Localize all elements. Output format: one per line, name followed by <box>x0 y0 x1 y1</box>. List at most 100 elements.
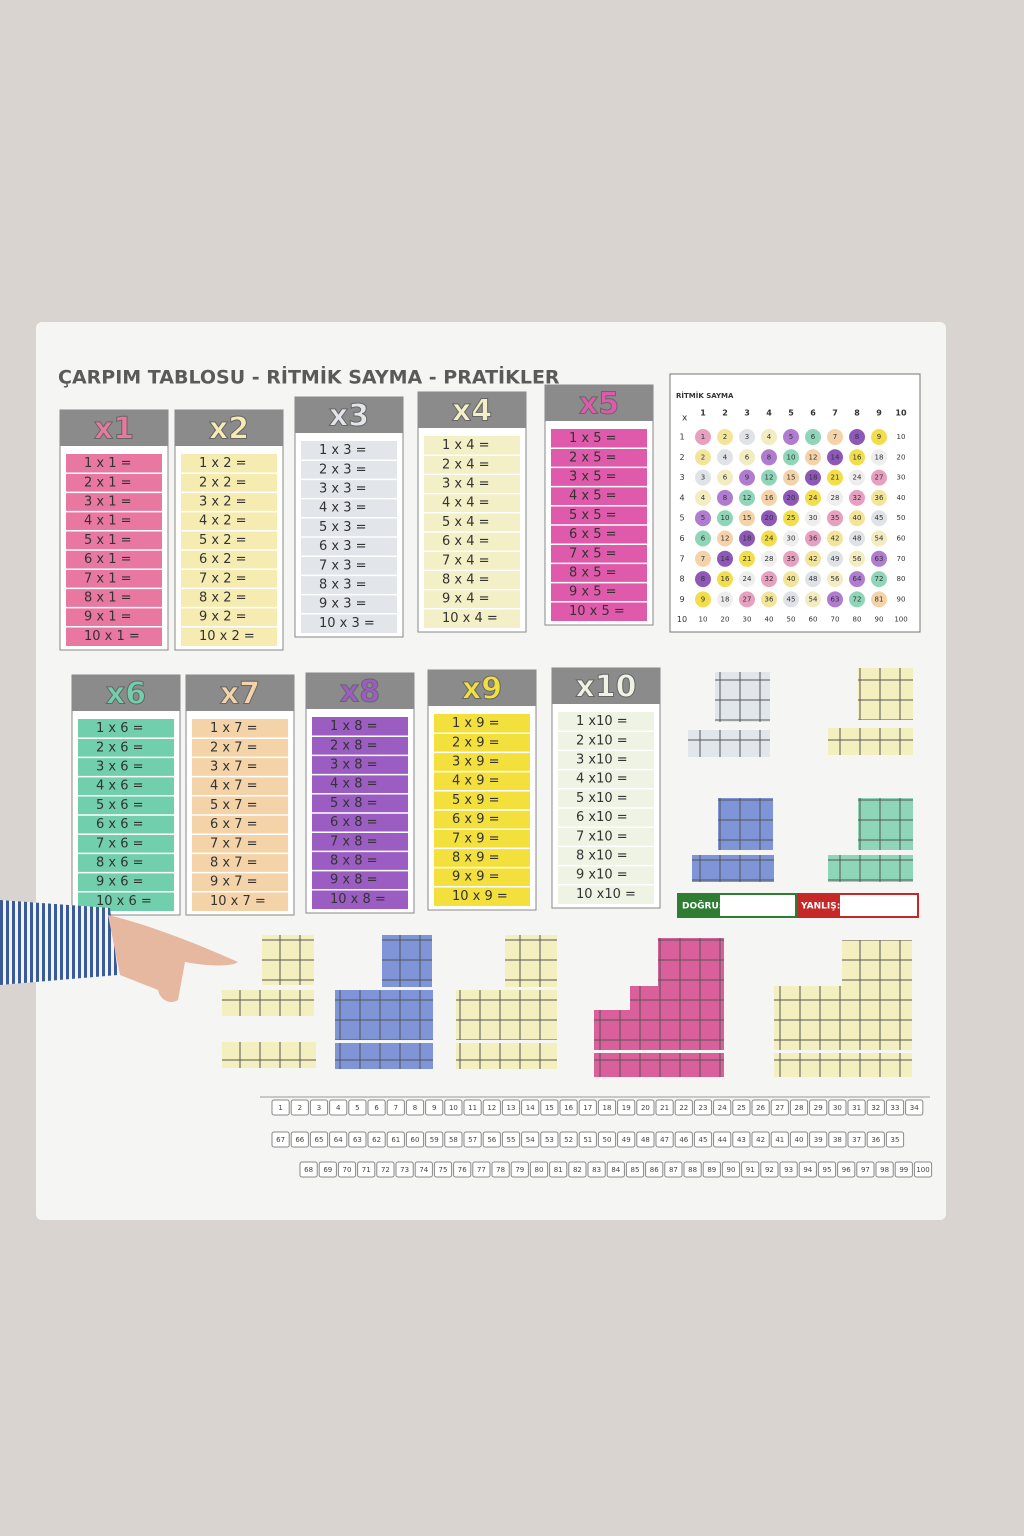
rhythm-dot <box>783 510 799 527</box>
table-header: x2 <box>209 412 249 447</box>
rhythm-dot <box>761 530 777 547</box>
table-row: 9 x 7 = <box>210 875 258 890</box>
train-car <box>348 1099 367 1116</box>
train-number: 54 <box>526 1136 535 1144</box>
rhythm-dot <box>871 429 887 445</box>
rhythm-dot <box>783 571 799 588</box>
train-number: 38 <box>833 1136 842 1144</box>
train-car <box>367 1131 386 1148</box>
rhythm-cell: 9 <box>701 595 705 603</box>
rhythm-cell: 16 <box>765 494 774 502</box>
train-number: 8 <box>413 1104 417 1112</box>
rhythm-cell: 3 <box>745 433 749 441</box>
rhythm-dot <box>695 469 711 486</box>
sleeve <box>0 900 118 985</box>
table-row: 5 x 4 = <box>442 515 490 530</box>
train-car <box>329 1131 348 1148</box>
table-row: 7 x 6 = <box>96 836 144 851</box>
correct-label: DOĞRU: <box>682 900 722 912</box>
train-car <box>587 1161 606 1178</box>
rhythm-dot <box>783 530 799 547</box>
rhythm-row: 2 <box>679 453 684 462</box>
table-row: 9 x 8 = <box>330 873 378 888</box>
table-row: 8 x 2 = <box>199 591 247 606</box>
train-car <box>693 1099 713 1116</box>
rhythm-dot <box>827 469 843 486</box>
rhythm-row: 6 <box>679 534 684 543</box>
train-car <box>414 1161 433 1178</box>
train-car <box>875 1161 894 1178</box>
train-number: 13 <box>507 1104 516 1112</box>
train-number: 30 <box>833 1104 842 1112</box>
train-number: 64 <box>334 1136 343 1144</box>
rhythm-cell: 40 <box>853 514 862 522</box>
table-row: 4 x 8 = <box>330 777 378 792</box>
train-number: 58 <box>449 1136 458 1144</box>
table-header-bg <box>306 673 414 709</box>
train-car <box>809 1099 828 1116</box>
train-car <box>664 1161 683 1178</box>
rhythm-cell: 32 <box>765 575 774 583</box>
rhythm-dot <box>717 550 733 567</box>
train-number: 57 <box>468 1136 477 1144</box>
table-row: 7 x10 = <box>576 829 628 844</box>
train-number: 89 <box>707 1166 716 1174</box>
train-number: 33 <box>891 1104 900 1112</box>
rhythm-dot <box>805 510 821 527</box>
train-number: 21 <box>660 1104 669 1112</box>
rhythm-cell: 2 <box>701 453 705 461</box>
train-number: 4 <box>336 1104 341 1112</box>
table-row: 6 x 1 = <box>84 552 132 567</box>
rhythm-cell: 48 <box>809 575 818 583</box>
train-car <box>309 1099 329 1116</box>
rhythm-dot <box>717 571 733 588</box>
train-number: 94 <box>803 1166 812 1174</box>
rhythm-cell: 4 <box>767 433 772 441</box>
table-header-bg <box>418 392 526 428</box>
table-row: 2 x 2 = <box>199 475 247 490</box>
rhythm-cell: 56 <box>831 575 840 583</box>
train-number: 92 <box>765 1166 774 1174</box>
rhythm-cell: 12 <box>765 474 774 482</box>
train-car <box>453 1161 472 1178</box>
rhythm-dot <box>695 550 711 567</box>
train-number: 22 <box>679 1104 688 1112</box>
rhythm-cell: 56 <box>853 555 862 563</box>
table-row: 4 x 3 = <box>319 501 367 516</box>
rhythm-cell: 16 <box>853 453 862 461</box>
table-row: 5 x 5 = <box>569 508 617 523</box>
train-number: 80 <box>535 1166 544 1174</box>
train-car <box>348 1131 367 1148</box>
table-row: 1 x 4 = <box>442 438 490 453</box>
rhythm-dot <box>827 571 843 588</box>
train-number: 59 <box>430 1136 439 1144</box>
train-number: 26 <box>756 1104 765 1112</box>
train-number: 88 <box>688 1166 697 1174</box>
table-header-bg <box>552 668 660 704</box>
train-car <box>299 1161 318 1178</box>
train-car <box>817 1161 837 1178</box>
train-car <box>568 1161 587 1178</box>
table-row: 3 x 6 = <box>96 760 144 775</box>
table-header: x4 <box>452 394 492 429</box>
table-header: x6 <box>106 677 146 712</box>
table-row: 3 x 1 = <box>84 495 132 510</box>
rhythm-dot <box>849 510 865 527</box>
table-row: 10 x 1 = <box>84 629 140 644</box>
train-number: 19 <box>622 1104 631 1112</box>
table-row: 10 x 7 = <box>210 894 266 909</box>
table-row: 5 x 3 = <box>319 520 367 535</box>
train-number: 86 <box>650 1166 659 1174</box>
rhythm-cell: 15 <box>743 514 752 522</box>
rhythm-cell: 36 <box>809 535 818 543</box>
train-car <box>425 1099 444 1116</box>
table-row: 10 x 2 = <box>199 629 255 644</box>
table-header-bg <box>186 675 294 711</box>
rhythm-dot <box>783 550 799 567</box>
rhythm-cell: 20 <box>721 616 730 624</box>
table-row: 2 x10 = <box>576 733 628 748</box>
train-car <box>866 1099 885 1116</box>
train-car <box>779 1161 798 1178</box>
table-header: x7 <box>220 677 260 712</box>
rhythm-row: 10 <box>677 615 687 624</box>
